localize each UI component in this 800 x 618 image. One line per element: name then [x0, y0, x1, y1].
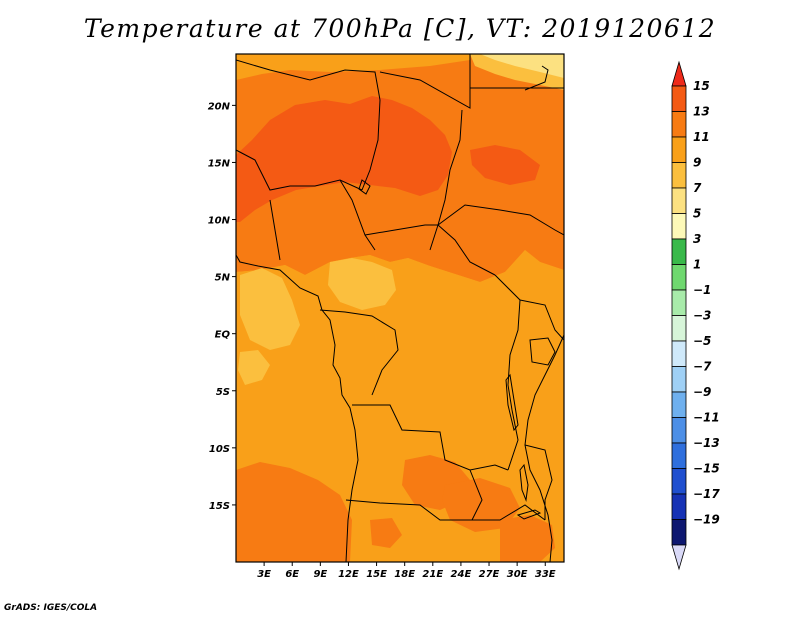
longitude-axis: 3E 6E 9E 12E 15E 18E 21E 24E 27E 30E 33E [257, 562, 556, 580]
lat-tick-label: 5N [215, 273, 231, 284]
colorbar: 15 13 11 9 7 5 3 1 −1 −3 −5 −7 −9 −11 −13 −15 −17 −19 [671, 60, 720, 571]
colorbar-label: −19 [693, 513, 720, 527]
field-region-11c-zambia [442, 478, 520, 532]
colorbar-swatch [671, 493, 687, 520]
colorbar-label: −1 [693, 283, 711, 297]
colorbar-swatch [671, 85, 687, 112]
colorbar-swatch [671, 417, 687, 444]
colorbar-label: −5 [693, 334, 711, 348]
colorbar-label: −3 [693, 309, 711, 323]
lat-tick-label: 15S [209, 501, 230, 512]
lake-tanganyika [505, 373, 519, 432]
colorbar-swatch [671, 366, 687, 393]
colorbar-label: −15 [693, 462, 720, 476]
colorbar-label: 15 [693, 79, 710, 93]
lake-kariba [516, 509, 542, 520]
lat-tick-label: 10S [209, 444, 230, 455]
colorbar-label: 1 [693, 258, 701, 272]
border-zambia [469, 469, 546, 521]
lon-tick-label: 30E [507, 569, 528, 580]
lon-tick-label: 33E [535, 569, 556, 580]
colorbar-label: −11 [693, 411, 720, 425]
temperature-field [236, 54, 564, 562]
map-frame [235, 53, 565, 563]
field-region-11c-patch-3 [370, 518, 402, 548]
border-drc-east [494, 274, 521, 471]
lon-tick-label: 27E [479, 569, 500, 580]
lon-tick-label: 9E [313, 569, 327, 580]
field-region-13c-sahel [236, 96, 452, 222]
colorbar-swatch [671, 391, 687, 418]
colorbar-swatch [671, 187, 687, 214]
lake-victoria [529, 337, 556, 366]
lat-tick-label: 15N [208, 158, 231, 169]
colorbar-swatch [671, 136, 687, 163]
colorbar-label: 13 [693, 105, 710, 119]
border-south-sudan [437, 204, 564, 236]
colorbar-swatch [671, 442, 687, 469]
lake-chad [358, 179, 371, 195]
colorbar-label: 5 [693, 207, 701, 221]
lat-tick-label: 5S [216, 387, 230, 398]
colorbar-swatch [671, 519, 687, 546]
colorbar-swatch [671, 468, 687, 495]
lon-tick-label: 21E [422, 569, 443, 580]
field-region-13c-east [470, 145, 540, 185]
colorbar-label: 9 [693, 156, 701, 170]
colorbar-label: −9 [693, 385, 711, 399]
country-borders [236, 54, 564, 562]
lat-tick-label: EQ [215, 330, 231, 341]
colorbar-swatch [671, 289, 687, 316]
lon-tick-label: 18E [394, 569, 415, 580]
credit-text: GrADS: IGES/COLA [4, 603, 98, 613]
lat-tick-label: 20N [208, 101, 231, 112]
border-egypt-coast [524, 65, 549, 91]
colorbar-bottom-arrow [671, 544, 687, 571]
colorbar-swatch [671, 213, 687, 240]
field-region-7c-cameroon [328, 258, 396, 310]
colorbar-label: −7 [693, 360, 712, 374]
lon-tick-label: 24E [451, 569, 472, 580]
field-region-7c-patch-2 [238, 350, 270, 385]
colorbar-swatch [671, 315, 687, 342]
border-algeria-mali [236, 59, 381, 101]
lat-tick-label: 10N [208, 216, 231, 227]
latitude-axis: 20N 15N 10N 5N EQ 5S 10S 15S [208, 101, 236, 512]
field-region-5c-northeast [480, 54, 564, 78]
coastline-west [236, 254, 359, 562]
border-kenya-uganda [519, 299, 564, 341]
colorbar-label: 7 [693, 181, 702, 195]
colorbar-label: 11 [693, 130, 710, 144]
lon-tick-label: 6E [285, 569, 299, 580]
lake-malawi [519, 463, 529, 502]
border-niger-chad [361, 99, 381, 191]
border-libya-chad [379, 54, 471, 109]
lon-tick-label: 3E [257, 569, 271, 580]
border-mozambique [524, 444, 553, 520]
field-region-9c-top [236, 54, 470, 80]
border-chad-sudan [429, 109, 463, 251]
border-drc-angola [352, 404, 509, 471]
lon-tick-label: 12E [338, 569, 359, 580]
colorbar-label: −13 [693, 436, 720, 450]
colorbar-swatch [671, 238, 687, 265]
border-nigeria [269, 179, 376, 261]
field-region-11c-southeast [500, 515, 555, 562]
border-angola-namibia [345, 499, 472, 521]
colorbar-top-arrow [671, 60, 687, 87]
colorbar-swatch [671, 264, 687, 291]
field-region-11c-southwest [236, 462, 352, 562]
colorbar-label: −17 [693, 487, 720, 501]
colorbar-swatch [671, 111, 687, 138]
field-region-7c-west [240, 268, 300, 350]
colorbar-swatch [671, 340, 687, 367]
colorbar-label: 3 [693, 232, 701, 246]
lon-tick-label: 15E [366, 569, 387, 580]
map-title: Temperature at 700hPa [C], VT: 201912061… [83, 14, 717, 43]
colorbar-swatch [671, 162, 687, 189]
border-cameroon-congo [319, 309, 399, 396]
